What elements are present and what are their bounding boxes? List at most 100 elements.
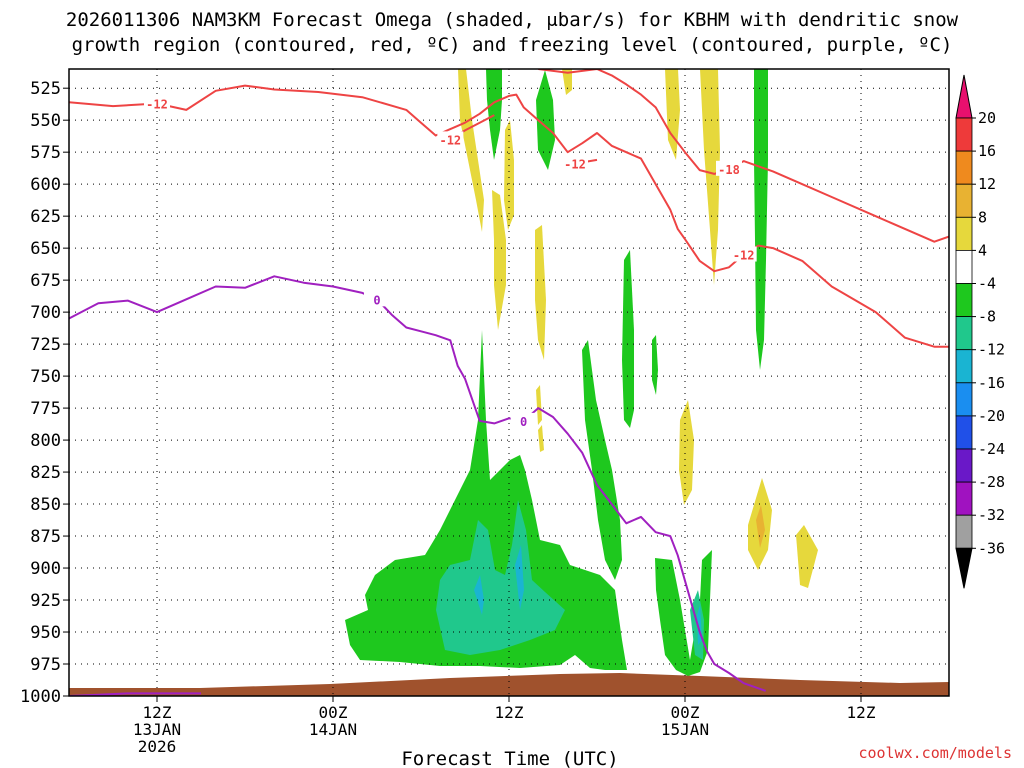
omega-region-narrow-column xyxy=(622,250,634,428)
colorbar-bottom-arrow xyxy=(955,547,973,589)
y-tick-label: 550 xyxy=(30,111,61,131)
omega-region-yellow-tall-right xyxy=(700,69,720,285)
x-tick-label: 12Z xyxy=(143,703,172,722)
y-tick-label: 775 xyxy=(30,399,61,419)
omega-region-yellow-blob-2 xyxy=(796,525,818,588)
y-tick-label: 825 xyxy=(30,463,61,483)
omega-region-yellow-upper-right xyxy=(665,69,680,160)
contour-label-bg xyxy=(730,246,757,262)
omega-region-upper-right-column xyxy=(754,69,768,370)
contour-labels: -12 -12 -12 -18 -12 0 0 xyxy=(144,95,757,429)
colorbar-label: 12 xyxy=(978,175,996,193)
y-tick-label: 950 xyxy=(30,623,61,643)
colorbar-label: -20 xyxy=(978,407,1005,425)
colorbar-segment xyxy=(955,415,973,450)
y-tick-label: 725 xyxy=(30,335,61,355)
omega-region-yellow-streak-3 xyxy=(535,225,546,360)
colorbar-label: 16 xyxy=(978,142,996,160)
contour-line xyxy=(69,692,201,696)
omega-region-upper-streak xyxy=(486,69,502,160)
contour-label-bg xyxy=(510,412,537,428)
colorbar-label: -32 xyxy=(978,506,1005,524)
y-tick-label: 600 xyxy=(30,175,61,195)
y-tick-label: 650 xyxy=(30,239,61,259)
omega-region-main xyxy=(345,330,627,670)
colorbar-label: -16 xyxy=(978,374,1005,392)
y-tick-label: 525 xyxy=(30,79,61,99)
omega-region-orange-core xyxy=(756,505,765,548)
y-tick-label: 625 xyxy=(30,207,61,227)
colorbar-label: -24 xyxy=(978,440,1005,458)
credit-text: coolwx.com/models xyxy=(858,744,1012,762)
contour-line xyxy=(69,275,767,692)
terrain-fill xyxy=(69,673,949,696)
colorbar-label: 8 xyxy=(978,208,987,226)
colorbar-segment xyxy=(955,349,973,384)
x-tick-label: 15JAN xyxy=(661,720,709,739)
colorbar-segment xyxy=(955,249,973,284)
omega-region-yellow-mid-right xyxy=(679,400,694,505)
x-axis-title: Forecast Time (UTC) xyxy=(401,748,618,768)
x-tick-label: 12Z xyxy=(495,703,524,722)
x-tick-label: 00Z xyxy=(671,703,700,722)
contour-label: 0 xyxy=(373,293,380,307)
x-tick-label: 14JAN xyxy=(309,720,357,739)
omega-region-yellow-dot-2 xyxy=(538,425,544,452)
colorbar-label: 4 xyxy=(978,241,987,259)
omega-region-small-streak xyxy=(652,335,658,395)
x-tick-label: 2026 xyxy=(138,737,177,756)
contour-label: -18 xyxy=(718,163,740,177)
colorbar-top-arrow xyxy=(955,74,973,119)
colorbar-segment xyxy=(955,216,973,251)
contour-label: -12 xyxy=(733,249,755,263)
contour-line xyxy=(69,84,949,348)
omega-region-right-loop xyxy=(655,550,712,676)
contour-label: -12 xyxy=(146,98,168,112)
contour-label: -12 xyxy=(564,158,586,172)
colorbar-segment xyxy=(955,448,973,483)
colorbar-label: 20 xyxy=(978,109,996,127)
colorbar-segment xyxy=(955,514,973,549)
y-tick-label: 925 xyxy=(30,591,61,611)
contour-label: -12 xyxy=(439,133,461,147)
omega-region-upper-blob xyxy=(536,70,555,170)
y-tick-label: 800 xyxy=(30,431,61,451)
colorbar-label: -12 xyxy=(978,341,1005,359)
y-tick-label: 1000 xyxy=(20,687,61,707)
x-tick-label: 12Z xyxy=(847,703,876,722)
omega-region-teal-main xyxy=(436,500,565,655)
y-tick-label: 875 xyxy=(30,527,61,547)
colorbar-segment xyxy=(955,183,973,218)
y-tick-label: 900 xyxy=(30,559,61,579)
grid-lines xyxy=(69,69,949,697)
omega-region-yellow-streak-1 xyxy=(492,190,506,330)
contour-label-bg xyxy=(716,160,742,176)
colorbar-segment xyxy=(955,117,973,152)
contour-line xyxy=(538,69,949,243)
x-tick-label: 00Z xyxy=(319,703,348,722)
omega-region-cyan-center xyxy=(515,545,524,610)
colorbar-label: -36 xyxy=(978,539,1005,557)
colorbar-segment xyxy=(955,283,973,317)
contour-label-bg xyxy=(562,155,588,171)
colorbar-label: -4 xyxy=(978,275,996,293)
contour-lines xyxy=(69,69,949,696)
y-tick-label: 675 xyxy=(30,271,61,291)
omega-region-yellow-dot-1 xyxy=(536,385,542,425)
y-axis: 525 550 575 600 625 650 675 700 725 750 775 800 825 8… xyxy=(20,79,69,707)
omega-region-cyan-left xyxy=(474,575,484,615)
omega-region-yellow-streak-2 xyxy=(504,120,514,230)
colorbar-segment xyxy=(955,481,973,516)
y-tick-label: 700 xyxy=(30,303,61,323)
colorbar-segment xyxy=(955,150,973,185)
chart-title-line2: growth region (contoured, red, ºC) and f… xyxy=(72,34,953,56)
x-tick-label: 13JAN xyxy=(133,720,181,739)
omega-region-yellow-small xyxy=(562,69,572,95)
omega-region-tall-column xyxy=(582,340,622,580)
omega-shading xyxy=(69,69,949,696)
contour-label-bg xyxy=(437,131,464,147)
chart-title-line1: 2026011306 NAM3KM Forecast Omega (shaded… xyxy=(66,9,959,31)
